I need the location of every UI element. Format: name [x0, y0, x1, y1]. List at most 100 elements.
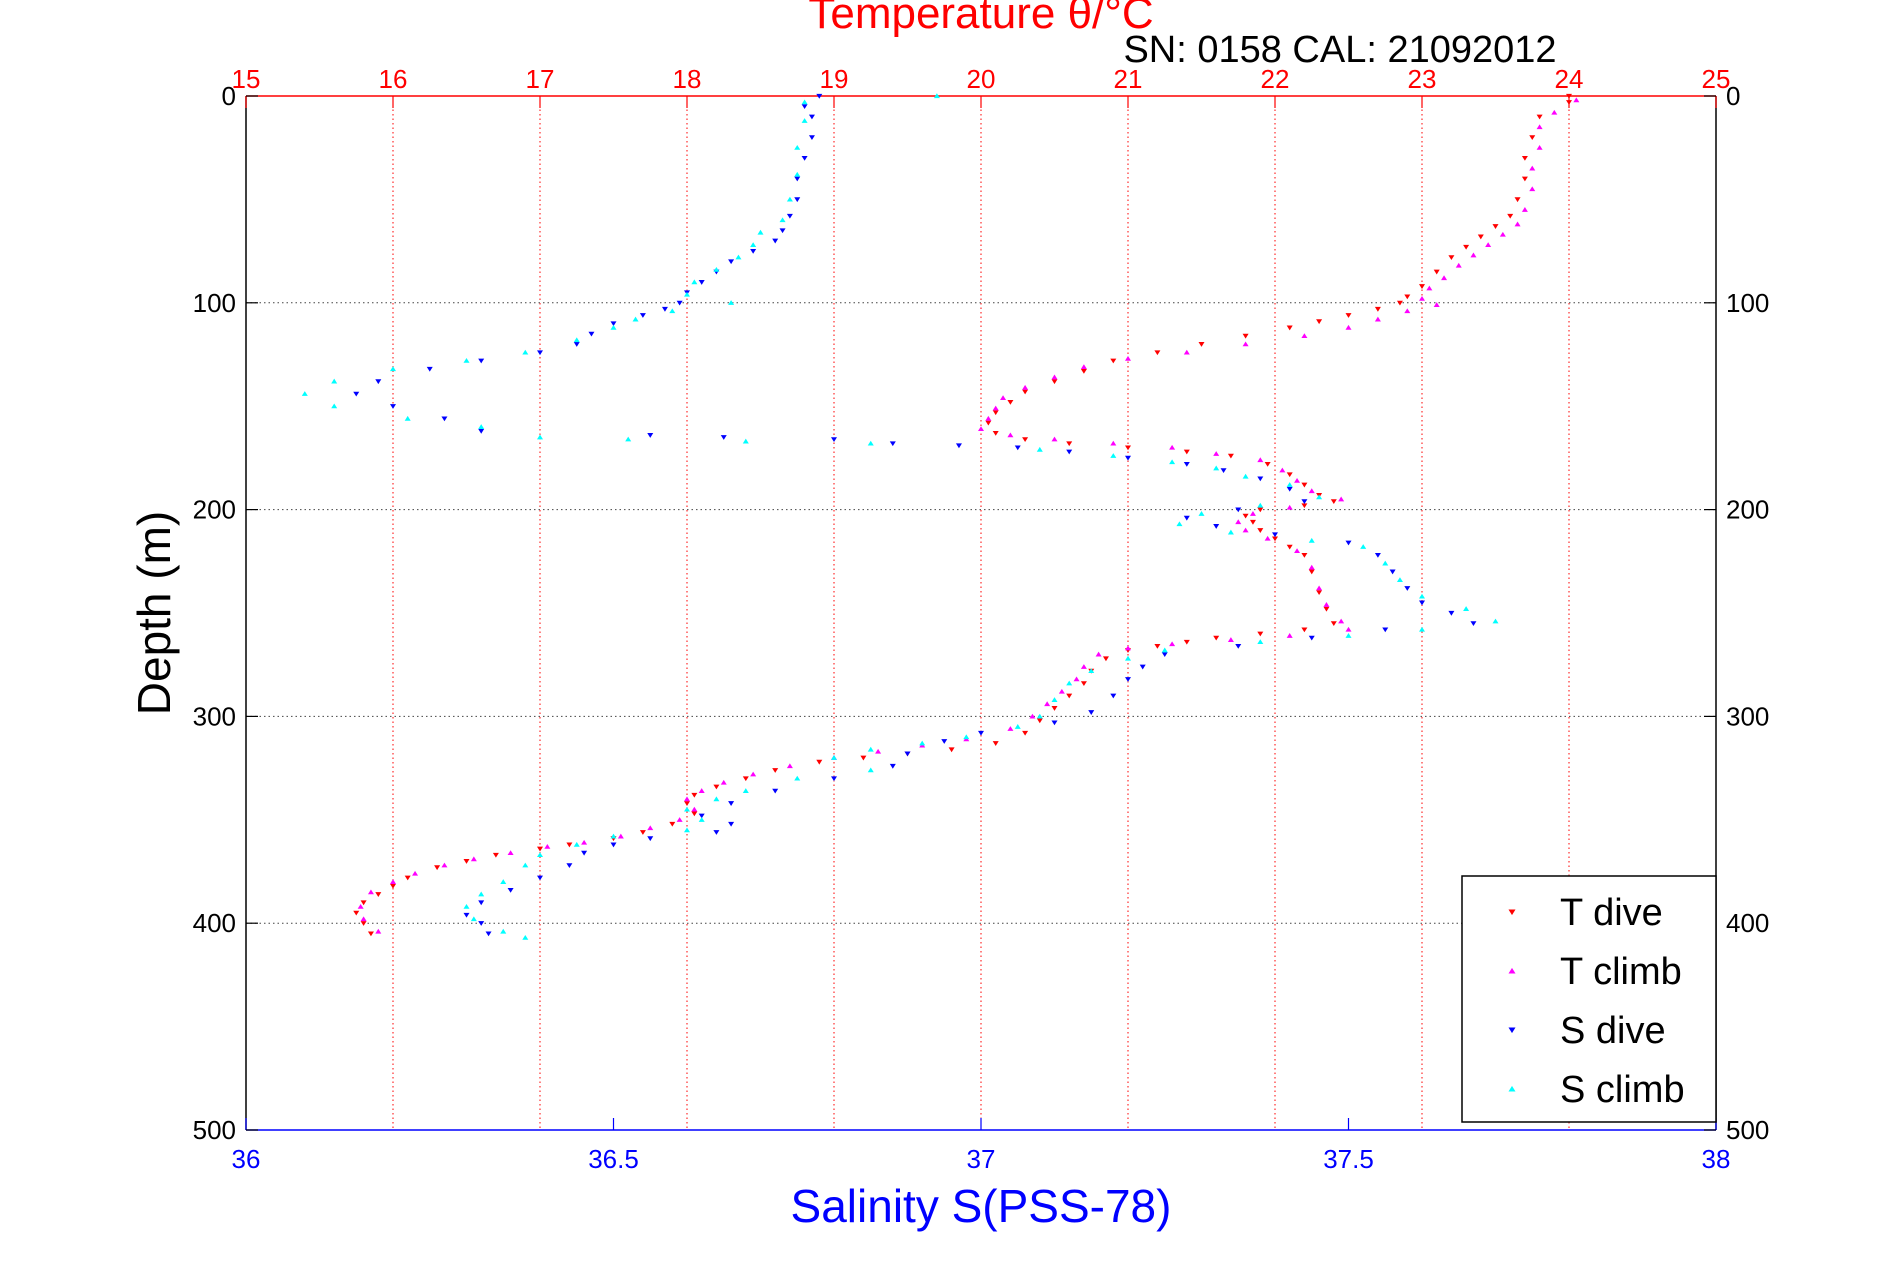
data-point	[367, 889, 374, 895]
data-point	[742, 438, 749, 444]
data-point	[1125, 677, 1131, 682]
data-point	[1088, 710, 1095, 715]
y-axis-label: Depth (m)	[128, 511, 180, 715]
data-point	[1396, 577, 1403, 583]
data-point	[1492, 224, 1499, 229]
data-point	[647, 836, 654, 842]
data-point	[639, 313, 646, 318]
data-point	[831, 755, 837, 760]
data-point	[1022, 730, 1029, 736]
data-point	[904, 751, 911, 757]
data-point	[1536, 124, 1543, 130]
data-point	[1566, 100, 1572, 105]
data-point	[1507, 213, 1514, 219]
data-point	[794, 171, 801, 177]
data-point	[1301, 482, 1308, 488]
data-point	[1110, 693, 1117, 699]
depth-tick-label-right: 100	[1726, 288, 1769, 318]
data-point	[1227, 637, 1234, 642]
data-point	[1308, 488, 1315, 494]
data-point	[441, 862, 448, 868]
data-point	[390, 366, 396, 372]
data-point	[669, 821, 676, 827]
data-point	[1000, 395, 1007, 401]
data-point	[1235, 507, 1242, 513]
data-point	[1345, 633, 1352, 638]
data-point	[1051, 706, 1058, 711]
data-point	[1470, 621, 1477, 627]
data-point	[1213, 465, 1220, 471]
data-point	[1345, 313, 1352, 318]
data-point	[573, 337, 580, 343]
data-point	[889, 441, 896, 447]
data-point	[728, 259, 735, 265]
data-point	[801, 155, 808, 161]
data-point	[1566, 93, 1572, 99]
data-point	[1257, 528, 1264, 533]
data-point	[1066, 693, 1073, 699]
data-point	[831, 437, 837, 442]
data-point	[1433, 269, 1440, 275]
data-point	[492, 852, 499, 858]
data-point	[750, 242, 757, 247]
data-point	[1257, 639, 1264, 645]
data-point	[1419, 284, 1425, 289]
data-point	[1404, 586, 1411, 591]
data-point	[500, 928, 507, 934]
data-point	[463, 903, 470, 909]
data-point	[522, 862, 529, 868]
data-point	[1264, 535, 1271, 541]
data-point	[1051, 436, 1058, 442]
data-point	[1477, 234, 1484, 240]
data-point	[1169, 459, 1176, 465]
data-point	[1227, 453, 1234, 459]
temperature-tick-label: 17	[526, 64, 555, 94]
data-point	[1242, 513, 1249, 519]
temperature-tick-label: 21	[1114, 64, 1143, 94]
data-point	[801, 99, 808, 105]
data-point	[353, 391, 360, 397]
data-point	[720, 435, 727, 440]
data-point	[1242, 527, 1249, 533]
data-point	[1257, 476, 1264, 482]
data-point	[331, 378, 338, 384]
data-point	[801, 104, 808, 110]
salinity-tick-label: 36	[232, 1144, 261, 1174]
data-point	[1161, 652, 1168, 658]
data-point	[1080, 664, 1087, 669]
data-point	[1374, 306, 1381, 312]
data-point	[522, 349, 529, 355]
data-point	[610, 842, 617, 848]
depth-tick-label-left: 200	[193, 495, 236, 525]
data-point	[691, 806, 698, 812]
data-point	[808, 114, 815, 120]
data-point	[735, 254, 742, 260]
data-point	[478, 358, 485, 364]
data-point	[1154, 643, 1161, 649]
data-point	[684, 796, 690, 802]
data-point	[831, 776, 837, 782]
legend: T dive T climb S dive S climb	[1461, 875, 1717, 1123]
data-point	[1080, 364, 1087, 370]
data-point	[1360, 544, 1367, 549]
data-point	[1529, 186, 1536, 192]
data-point	[669, 308, 676, 314]
data-point	[1058, 688, 1065, 694]
data-point	[507, 888, 514, 893]
data-point	[647, 825, 654, 831]
data-point	[1345, 626, 1352, 632]
data-point	[1264, 462, 1271, 467]
data-point	[360, 916, 367, 922]
legend-entries: T dive T climb S dive S climb	[1508, 892, 1685, 1111]
depth-tick-label-left: 400	[193, 908, 236, 938]
data-point	[794, 197, 801, 203]
data-point	[573, 841, 580, 847]
temperature-tick-label: 19	[820, 64, 849, 94]
data-point	[691, 792, 698, 798]
data-point	[1198, 342, 1205, 347]
temperature-tick-label: 15	[232, 64, 261, 94]
data-point	[301, 391, 308, 396]
data-point	[478, 891, 485, 897]
data-point	[1272, 532, 1278, 538]
data-point	[786, 196, 793, 202]
